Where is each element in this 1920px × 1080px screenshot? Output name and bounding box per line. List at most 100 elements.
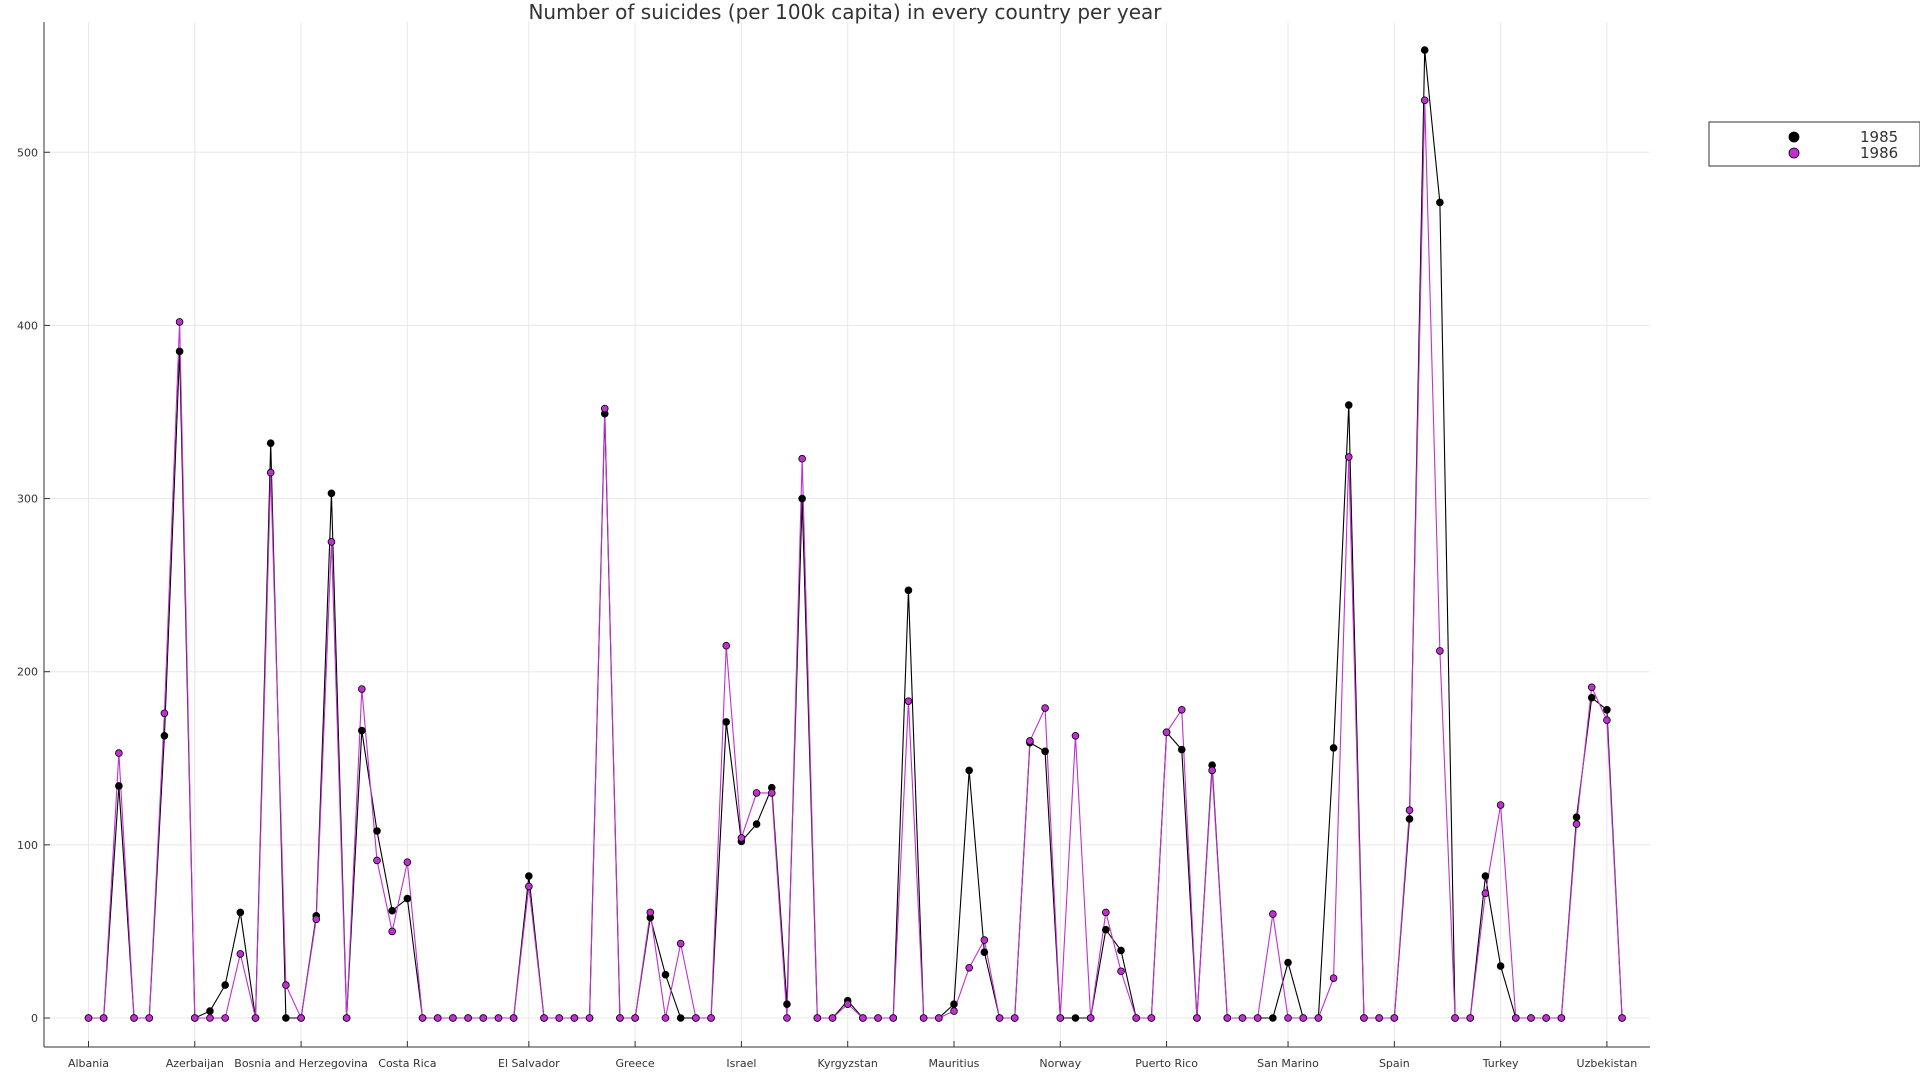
data-point-1986: [1329, 974, 1338, 982]
data-point-1986: [676, 939, 685, 948]
data-point-1986: [1284, 1014, 1292, 1022]
data-point-1986: [600, 404, 609, 413]
data-point-1986: [1071, 731, 1080, 740]
data-point-1986: [1238, 1014, 1247, 1022]
data-point-1986: [236, 950, 245, 958]
data-point-1986: [570, 1014, 579, 1022]
data-point-1985: [1329, 744, 1338, 752]
axes: 0 100 200 300 400 500 Albania Azerbaijan Bosnia …: [17, 22, 1650, 1070]
data-point-1986: [418, 1014, 427, 1022]
data-point-1986: [1542, 1014, 1550, 1022]
data-point-1986: [813, 1014, 822, 1022]
data-point-1986: [373, 856, 381, 865]
data-point-1986: [84, 1014, 93, 1022]
data-point-1985: [206, 1007, 214, 1015]
data-point-1986: [798, 454, 806, 463]
data-point-1986: [950, 1007, 958, 1015]
data-point-1986: [904, 697, 913, 705]
data-point-1986: [1618, 1014, 1626, 1022]
series-line-1986: [88, 100, 1623, 1020]
data-point-1985: [1481, 872, 1490, 880]
y-tick-label: 500: [17, 146, 38, 159]
legend-marker-1985: [1788, 131, 1800, 143]
data-point-1986: [859, 1014, 867, 1022]
data-point-1986: [828, 1014, 837, 1022]
data-point-1985: [1177, 745, 1186, 754]
data-point-1985: [327, 489, 336, 498]
data-point-1985: [1041, 747, 1049, 756]
x-tick-label: Turkey: [1482, 1057, 1519, 1070]
data-point-1986: [616, 1014, 624, 1022]
data-point-1986: [1041, 704, 1049, 712]
data-point-1986: [1587, 683, 1596, 692]
data-point-1986: [1086, 1014, 1095, 1022]
data-point-1985: [1071, 1014, 1080, 1022]
data-point-1986: [206, 1014, 214, 1022]
chart-title: Number of suicides (per 100k capita) in …: [528, 0, 1162, 24]
data-point-1986: [692, 1014, 700, 1022]
data-point-1986: [1572, 820, 1581, 828]
data-point-1985: [266, 439, 275, 447]
x-tick-label: Bosnia and Herzegovina: [234, 1057, 368, 1070]
data-point-1986: [1147, 1014, 1156, 1022]
data-point-1985: [722, 718, 731, 726]
data-point-1986: [540, 1014, 548, 1022]
data-point-1986: [1481, 889, 1490, 898]
data-point-1986: [1269, 910, 1277, 918]
data-point-1986: [707, 1014, 715, 1022]
data-point-1986: [388, 927, 396, 936]
data-point-1986: [1026, 737, 1034, 745]
data-point-1986: [631, 1014, 639, 1022]
data-point-1986: [646, 908, 655, 917]
data-point-1986: [737, 834, 746, 842]
data-point-1986: [297, 1014, 305, 1022]
y-tick-label: 0: [31, 1012, 38, 1025]
data-point-1985: [1496, 962, 1505, 970]
x-tick-label: Norway: [1039, 1057, 1081, 1070]
data-point-1986: [449, 1014, 457, 1022]
data-point-1986: [874, 1014, 882, 1022]
data-point-1986: [1299, 1014, 1308, 1022]
data-point-1985: [798, 494, 806, 503]
legend-box: [1708, 121, 1920, 167]
data-point-1986: [494, 1014, 503, 1022]
data-point-1985: [175, 347, 184, 356]
data-point-1986: [464, 1014, 472, 1022]
x-tick-label: El Salvador: [498, 1057, 560, 1070]
data-point-1985: [661, 970, 670, 979]
data-point-1986: [358, 685, 366, 693]
data-point-1986: [1557, 1014, 1566, 1022]
x-tick-label: Uzbekistan: [1577, 1057, 1638, 1070]
data-point-1985: [1284, 958, 1292, 967]
data-point-1986: [509, 1014, 518, 1022]
data-point-1986: [342, 1014, 351, 1022]
data-point-1985: [752, 820, 761, 828]
data-point-1986: [221, 1014, 229, 1022]
data-point-1986: [767, 789, 776, 797]
data-point-1986: [282, 981, 290, 989]
data-point-1986: [160, 709, 169, 718]
data-point-1985: [980, 948, 989, 957]
x-tick-label: Mauritius: [929, 1057, 980, 1070]
data-point-1985: [950, 1000, 958, 1008]
data-point-1986: [1102, 908, 1110, 917]
legend-label-1986: 1986: [1860, 144, 1898, 162]
data-point-1986: [1405, 806, 1414, 815]
legend-marker-1986: [1788, 147, 1800, 159]
data-point-1985: [1436, 198, 1444, 207]
data-point-1985: [1269, 1014, 1277, 1022]
data-point-1986: [115, 749, 123, 757]
data-point-1986: [525, 882, 533, 891]
data-point-1986: [980, 936, 989, 944]
data-point-1986: [1390, 1014, 1399, 1022]
data-point-1986: [479, 1014, 488, 1022]
data-point-1986: [965, 963, 973, 972]
data-point-1986: [1117, 967, 1125, 976]
data-point-1986: [555, 1014, 564, 1022]
data-point-1985: [1344, 401, 1353, 409]
data-point-1985: [1117, 946, 1125, 955]
data-point-1985: [783, 1000, 791, 1008]
data-point-1986: [251, 1014, 260, 1022]
x-tick-label: Israel: [726, 1057, 756, 1070]
